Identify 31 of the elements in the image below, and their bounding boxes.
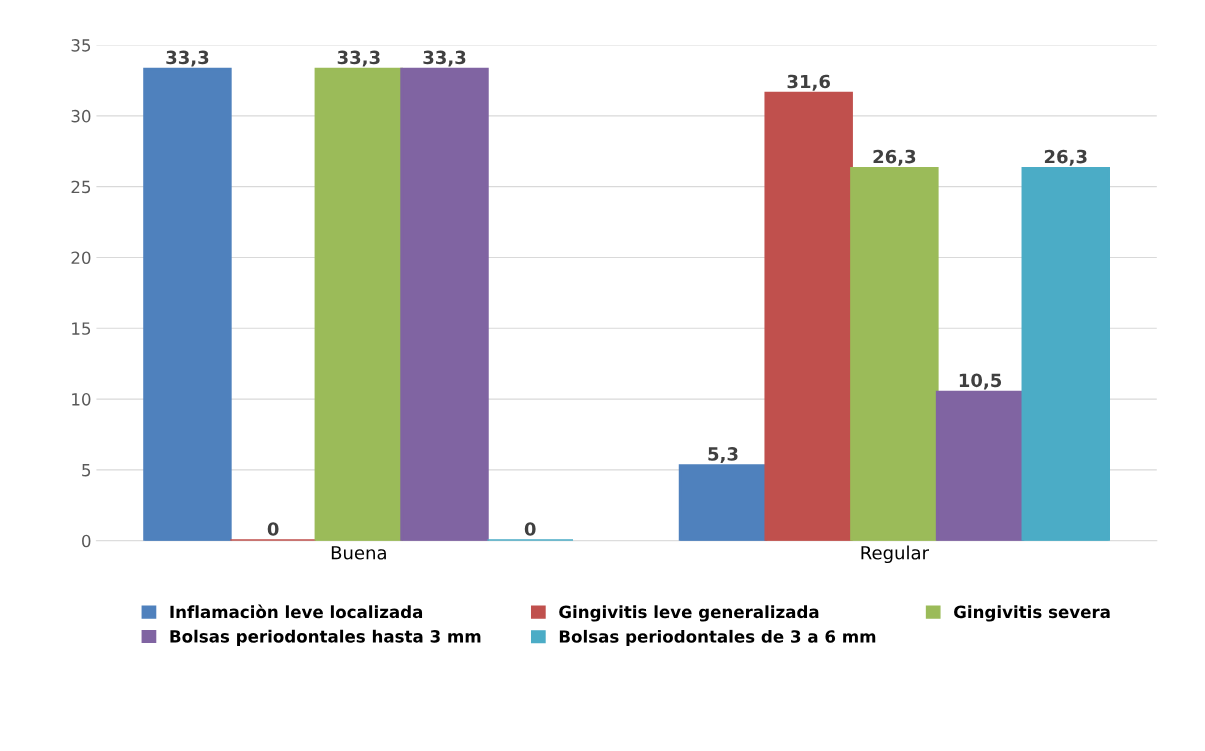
y-tick-label: 30	[71, 109, 91, 123]
x-tick-label: Buena	[331, 546, 386, 560]
y-tick-label: 0	[82, 534, 91, 548]
x-tick-label: Regular	[861, 545, 929, 564]
bar	[400, 67, 489, 541]
data-label: 33,3	[166, 50, 209, 67]
bar	[935, 390, 1025, 541]
legend-label: Inflamaciòn leve localizada	[170, 604, 423, 619]
y-tick-label: 25	[71, 180, 91, 194]
y-tick-label: 35	[71, 39, 91, 52]
data-label: 0	[524, 522, 536, 536]
data-label: 10,5	[959, 373, 1002, 390]
data-label: 33,3	[337, 50, 380, 67]
legend-label: Bolsas periodontales hasta 3 mm	[170, 629, 481, 646]
legend-label: Bolsas periodontales de 3 a 6 mm	[559, 629, 876, 647]
bar	[143, 67, 232, 541]
data-label: 5,3	[708, 447, 738, 464]
y-tick-label: 15	[72, 322, 91, 335]
y-tick-label: 5	[82, 464, 91, 477]
legend-label: Gingivitis leve generalizada	[559, 605, 819, 622]
bar	[850, 166, 939, 541]
data-label: 0	[267, 522, 279, 536]
bar	[764, 91, 853, 541]
legend-label: Gingivitis severa	[954, 605, 1110, 622]
data-label: 26,3	[873, 149, 916, 166]
data-label: 33,3	[423, 50, 466, 67]
bar	[1021, 166, 1110, 541]
data-label: 31,6	[787, 74, 830, 91]
y-tick-label: 10	[72, 393, 91, 406]
data-label: 26,3	[1044, 149, 1087, 166]
y-tick-label: 20	[71, 251, 91, 265]
